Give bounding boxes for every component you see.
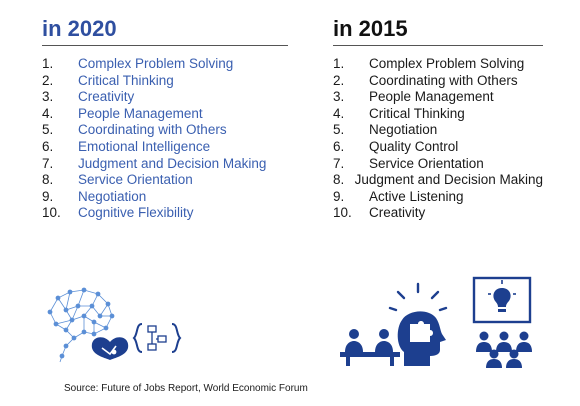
interview-desk-icon (340, 329, 400, 366)
list-item: 8. Service Orientation (42, 172, 288, 189)
skill-label: Creativity (369, 205, 426, 221)
rank-number: 9. (333, 188, 345, 204)
skills-list-2015: 1. Complex Problem Solving 2. Coordinating… (333, 56, 543, 222)
list-item: 7. Service Orientation (333, 156, 543, 173)
skill-label: Negotiation (369, 122, 438, 138)
list-item: 9. Negotiation (42, 189, 288, 206)
skill-label: Active Listening (369, 188, 464, 204)
skills-list-2020: 1. Complex Problem Solving 2. Critical Thi… (42, 56, 288, 222)
source-caption: Source: Future of Jobs Report, World Eco… (64, 383, 308, 394)
presentation-lightbulb-icon (472, 276, 532, 368)
rank-number: 2. (42, 72, 54, 88)
brain-network-icon (47, 287, 115, 363)
skill-label: People Management (78, 105, 203, 121)
rank-number: 8. (42, 172, 54, 188)
rank-number: 5. (42, 122, 54, 138)
skill-label: Complex Problem Solving (369, 56, 525, 71)
skill-label: Service Orientation (78, 172, 193, 188)
code-diagram-icon (132, 323, 182, 353)
skill-label: Cognitive Flexibility (78, 205, 194, 221)
rank-number: 10. (42, 205, 61, 221)
heading-2020: in 2020 (42, 14, 288, 46)
rank-number: 4. (333, 105, 345, 121)
list-item: 5. Negotiation (333, 122, 543, 139)
skill-label: Critical Thinking (78, 72, 174, 88)
rank-number: 1. (42, 56, 54, 71)
skill-label: Creativity (78, 89, 135, 105)
skill-label: Negotiation (78, 188, 147, 204)
puzzle-heart-icon (91, 337, 129, 360)
rank-number: 3. (42, 89, 54, 105)
ranking-2015: in 2015 1. Complex Problem Solving 2. Coor… (333, 14, 543, 222)
rank-number: 7. (333, 155, 345, 171)
list-item: 3. Creativity (42, 89, 288, 106)
rank-number: 4. (42, 105, 54, 121)
list-item: 6. Emotional Intelligence (42, 139, 288, 156)
list-item: 4. People Management (42, 106, 288, 123)
rank-number: 3. (333, 89, 345, 105)
ranking-2020: in 2020 1. Complex Problem Solving 2. Crit… (42, 14, 288, 222)
list-item: 8. Judgment and Decision Making (333, 172, 543, 189)
heading-2015: in 2015 (333, 14, 543, 46)
rank-number: 6. (333, 138, 345, 154)
rank-number: 9. (42, 188, 54, 204)
head-puzzle-idea-icon (388, 282, 448, 366)
list-item: 10. Cognitive Flexibility (42, 205, 288, 222)
rank-number: 7. (42, 155, 54, 171)
skill-label: Judgment and Decision Making (78, 155, 267, 171)
skill-label: Emotional Intelligence (78, 138, 211, 154)
rank-number: 10. (333, 205, 352, 221)
skill-label: Critical Thinking (369, 105, 465, 121)
list-item: 5. Coordinating with Others (42, 122, 288, 139)
rank-number: 1. (333, 56, 345, 71)
rank-number: 2. (333, 72, 345, 88)
skill-label: Complex Problem Solving (78, 56, 234, 71)
rank-number: 6. (42, 138, 54, 154)
skill-label: Service Orientation (369, 155, 484, 171)
left-illustration (47, 287, 182, 363)
skill-label: Quality Control (369, 138, 459, 154)
list-item: 1. Complex Problem Solving (42, 56, 288, 73)
list-item: 7. Judgment and Decision Making (42, 156, 288, 173)
list-item: 10. Creativity (333, 205, 543, 222)
list-item: 2. Coordinating with Others (333, 73, 543, 90)
list-item: 9. Active Listening (333, 189, 543, 206)
list-item: 2. Critical Thinking (42, 73, 288, 90)
right-illustration (340, 276, 532, 368)
skill-label: Judgment and Decision Making (354, 172, 543, 188)
list-item: 4. Critical Thinking (333, 106, 543, 123)
list-item: 1. Complex Problem Solving (333, 56, 543, 73)
list-item: 3. People Management (333, 89, 543, 106)
skill-label: People Management (369, 89, 494, 105)
rank-number: 5. (333, 122, 345, 138)
skill-label: Coordinating with Others (369, 72, 518, 88)
rank-number: 8. (333, 172, 345, 188)
list-item: 6. Quality Control (333, 139, 543, 156)
skill-label: Coordinating with Others (78, 122, 227, 138)
